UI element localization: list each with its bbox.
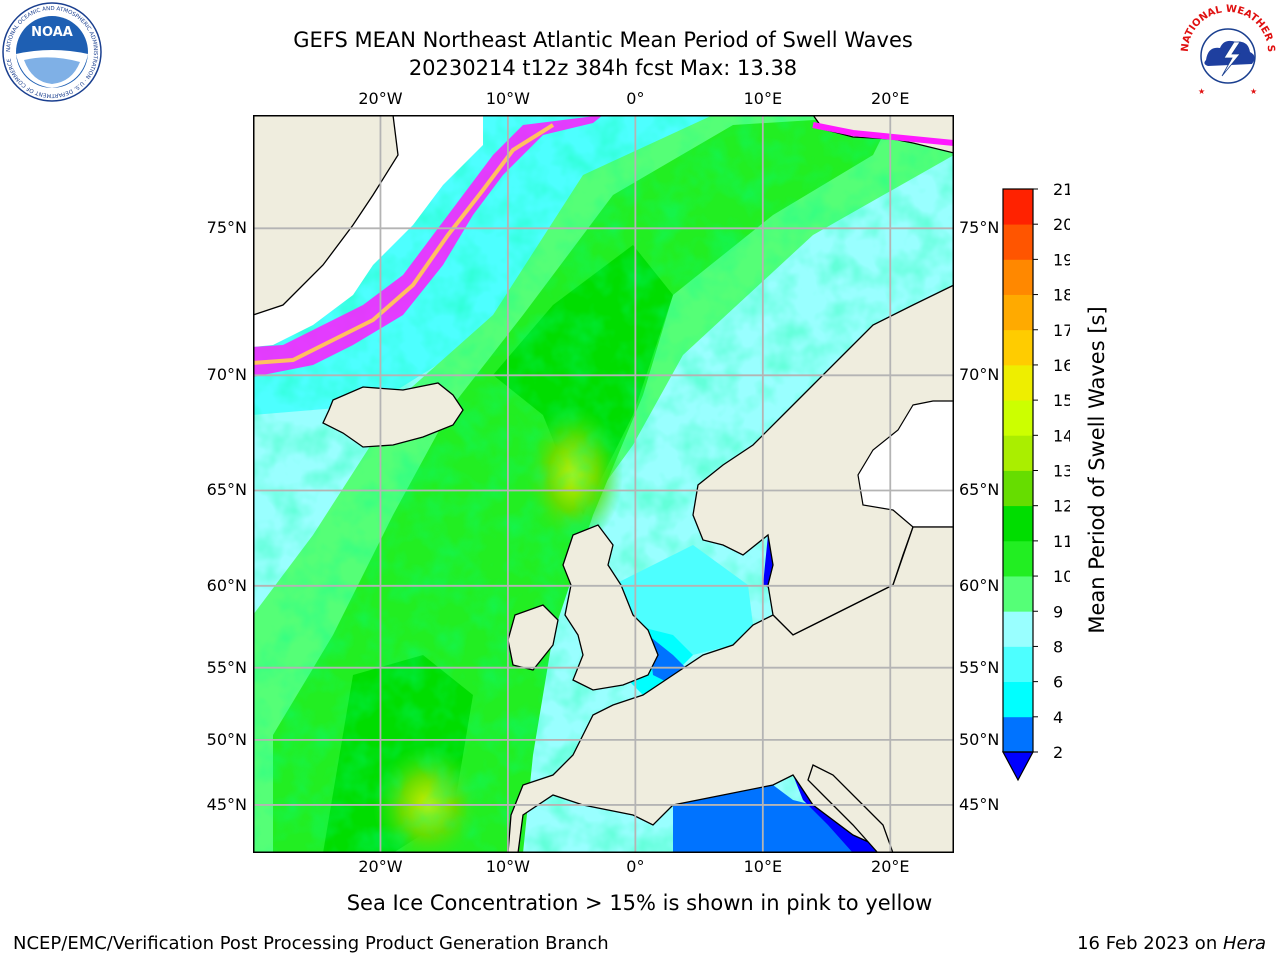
colorbar-tick-label: 15 bbox=[1053, 391, 1070, 410]
svg-text:★: ★ bbox=[1198, 87, 1205, 96]
colorbar-segment bbox=[1003, 400, 1033, 436]
colorbar-tick-label: 14 bbox=[1053, 426, 1070, 445]
colorbar-segment bbox=[1003, 681, 1033, 718]
map-subtitle: 20230214 t12z 384h fcst Max: 13.38 bbox=[408, 56, 798, 80]
ireland-landmass bbox=[507, 604, 559, 671]
colorbar-tick-label: 17 bbox=[1053, 321, 1070, 340]
colorbar-segment bbox=[1003, 716, 1033, 753]
colorbar-tick-label: 16 bbox=[1053, 356, 1070, 375]
lat-tick-label-right: 60°N bbox=[959, 575, 1000, 595]
noaa-logo-text: NOAA bbox=[31, 25, 73, 40]
colorbar-tick-label: 19 bbox=[1053, 250, 1070, 269]
lat-tick-label-left: 55°N bbox=[206, 657, 247, 677]
lat-tick-label-left: 60°N bbox=[206, 575, 247, 595]
colorbar-tick-label: 8 bbox=[1053, 637, 1063, 656]
footer-date: 16 Feb 2023 on Hera bbox=[1077, 933, 1266, 954]
colorbar-tick-label: 13 bbox=[1053, 462, 1070, 481]
colorbar-segment bbox=[1003, 435, 1033, 471]
svg-text:★: ★ bbox=[1250, 87, 1257, 96]
nws-logo: NATIONAL WEATHER SERVICE ★ ★ bbox=[1174, 0, 1278, 102]
lat-tick-label-left: 50°N bbox=[206, 729, 247, 749]
lat-tick-label-right: 50°N bbox=[959, 729, 1000, 749]
lat-tick-label-right: 65°N bbox=[959, 480, 1000, 500]
colorbar-tick-label: 11 bbox=[1053, 532, 1070, 551]
colorbar-segment bbox=[1003, 540, 1033, 577]
lon-tick-label-bottom: 20°W bbox=[358, 857, 403, 876]
continental-europe-landmass bbox=[507, 526, 954, 853]
lon-tick-label-top: 10°W bbox=[485, 89, 530, 108]
colorbar-segment bbox=[1003, 611, 1033, 647]
colorbar-tick-label: 4 bbox=[1053, 708, 1063, 727]
colorbar-segment bbox=[1003, 259, 1033, 295]
noaa-logo: NATIONAL OCEANIC AND ATMOSPHERIC ADMINIS… bbox=[2, 2, 102, 102]
map-frame bbox=[253, 115, 954, 853]
footer-producer: NCEP/EMC/Verification Post Processing Pr… bbox=[13, 933, 609, 954]
colorbar-segment bbox=[1003, 294, 1033, 331]
colorbar-tick-label: 20 bbox=[1053, 215, 1070, 234]
colorbar-tick-label: 10 bbox=[1053, 567, 1070, 586]
lat-tick-label-right: 75°N bbox=[959, 218, 1000, 238]
lon-tick-label-top: 0° bbox=[626, 89, 645, 108]
colorbar-segment bbox=[1003, 224, 1033, 260]
lat-tick-label-right: 70°N bbox=[959, 365, 1000, 385]
lon-tick-label-top: 20°W bbox=[358, 89, 403, 108]
lon-tick-label-bottom: 10°E bbox=[743, 857, 783, 876]
graticule bbox=[253, 115, 954, 853]
colorbar-segment bbox=[1003, 189, 1033, 225]
colorbar: 2 4 6 8 9 10 11 12 13 14 15 16 17 18 19 20 21 bbox=[1001, 180, 1070, 782]
colorbar-segment bbox=[1003, 505, 1033, 542]
lat-tick-label-left: 70°N bbox=[206, 365, 247, 385]
colorbar-segment bbox=[1003, 646, 1033, 683]
colorbar-tick-label: 2 bbox=[1053, 743, 1063, 762]
colorbar-tick-label: 9 bbox=[1053, 602, 1063, 621]
colorbar-segment bbox=[1003, 470, 1033, 507]
lon-tick-label-bottom: 0° bbox=[626, 857, 645, 876]
map-title: GEFS MEAN Northeast Atlantic Mean Period… bbox=[293, 28, 913, 52]
colorbar-segment bbox=[1003, 329, 1033, 366]
colorbar-tick-label: 21 bbox=[1053, 180, 1070, 199]
footer-date-text: 16 Feb 2023 on bbox=[1077, 933, 1223, 954]
lon-tick-label-top: 20°E bbox=[871, 89, 910, 108]
lat-tick-label-right: 45°N bbox=[959, 794, 1000, 814]
colorbar-extend-low bbox=[1001, 751, 1035, 782]
lat-tick-label-left: 65°N bbox=[206, 480, 247, 500]
swell-period-map bbox=[253, 115, 954, 853]
footer-system: Hera bbox=[1222, 933, 1266, 954]
colorbar-segment bbox=[1003, 364, 1033, 401]
lat-tick-label-left: 45°N bbox=[206, 794, 247, 814]
lon-tick-label-bottom: 10°W bbox=[485, 857, 530, 876]
sea-ice-caption: Sea Ice Concentration > 15% is shown in … bbox=[346, 891, 933, 915]
colorbar-tick-label: 6 bbox=[1053, 673, 1063, 692]
lat-tick-label-right: 55°N bbox=[959, 657, 1000, 677]
colorbar-tick-label: 18 bbox=[1053, 286, 1070, 305]
lon-tick-label-bottom: 20°E bbox=[871, 857, 910, 876]
lon-tick-label-top: 10°E bbox=[743, 89, 783, 108]
iceland-landmass bbox=[322, 382, 464, 448]
lat-tick-label-left: 75°N bbox=[206, 218, 247, 238]
colorbar-tick-label: 12 bbox=[1053, 497, 1070, 516]
colorbar-segment bbox=[1003, 576, 1033, 612]
colorbar-label: Mean Period of Swell Waves [s] bbox=[1085, 306, 1109, 634]
